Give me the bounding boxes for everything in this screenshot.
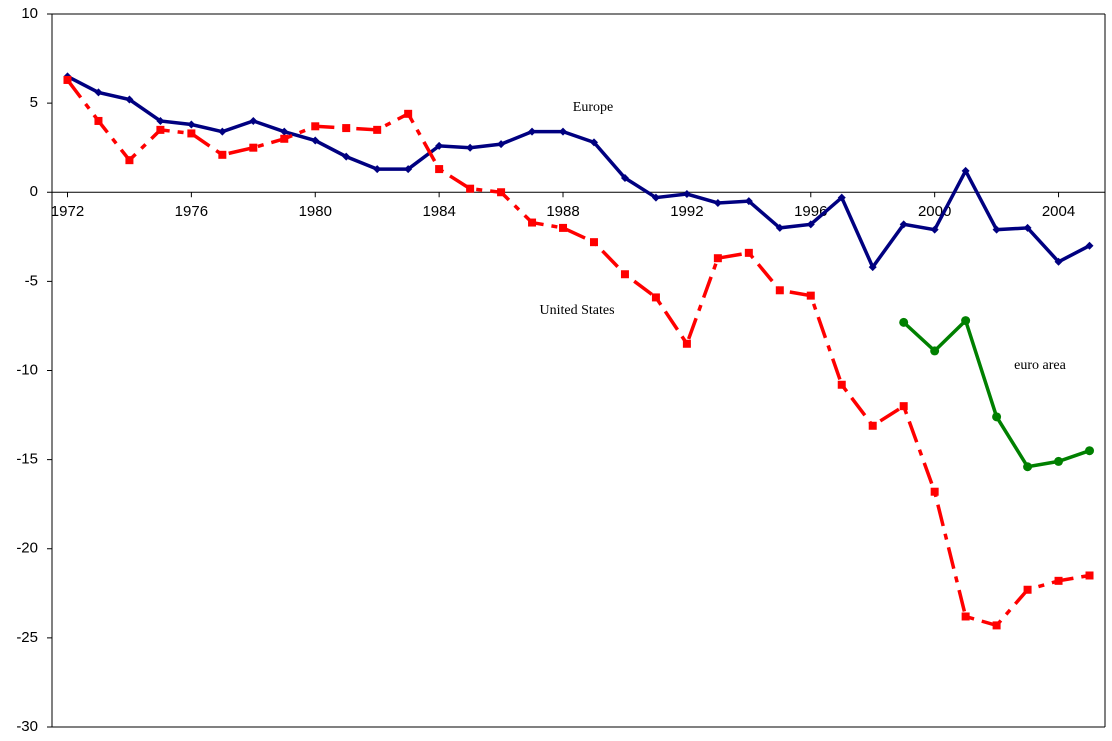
marker (404, 109, 413, 118)
marker (187, 129, 196, 138)
marker (218, 150, 227, 159)
marker (311, 136, 320, 145)
marker (775, 286, 784, 295)
x-tick-label: 1980 (299, 203, 332, 220)
marker (1085, 571, 1094, 580)
marker (682, 339, 691, 348)
marker (280, 134, 289, 143)
y-tick-label: 0 (30, 183, 38, 200)
marker (1023, 462, 1033, 472)
marker (280, 127, 289, 136)
marker (1054, 576, 1063, 585)
series-label: euro area (1014, 358, 1066, 373)
marker (466, 143, 475, 152)
marker (342, 152, 351, 161)
x-tick-label: 1984 (422, 203, 455, 220)
x-tick-label: 2004 (1042, 203, 1075, 220)
marker (744, 248, 753, 257)
series-line (66, 74, 1091, 271)
marker (930, 487, 939, 496)
y-tick-label: -15 (16, 451, 38, 468)
series-label: Europe (573, 100, 613, 115)
marker (744, 197, 753, 206)
marker (249, 116, 258, 125)
marker (806, 220, 815, 229)
marker (868, 421, 877, 430)
x-tick-label: 1996 (794, 203, 827, 220)
marker (713, 198, 722, 207)
series-line (902, 317, 1091, 469)
y-tick-label: -30 (16, 718, 38, 735)
marker (992, 225, 1001, 234)
marker (806, 291, 815, 300)
marker (559, 127, 568, 136)
marker (156, 116, 165, 125)
marker (930, 346, 940, 356)
marker (899, 220, 908, 229)
series-label: United States (539, 303, 614, 318)
marker (94, 88, 103, 97)
marker (404, 165, 413, 174)
marker (435, 165, 444, 174)
marker (466, 184, 475, 193)
marker (94, 116, 103, 125)
marker (125, 95, 134, 104)
marker (651, 193, 660, 202)
marker (435, 141, 444, 150)
marker (218, 127, 227, 136)
marker (651, 293, 660, 302)
series-line (66, 78, 1090, 628)
y-tick-label: 5 (30, 94, 38, 111)
marker (589, 138, 598, 147)
marker (620, 270, 629, 279)
x-tick-label: 1988 (546, 203, 579, 220)
marker (156, 125, 165, 134)
marker (249, 143, 258, 152)
marker (1023, 585, 1032, 594)
marker (187, 120, 196, 129)
marker (373, 125, 382, 134)
marker (1054, 257, 1063, 266)
x-tick-label: 1992 (670, 203, 703, 220)
y-tick-label: 10 (21, 5, 38, 22)
marker (682, 190, 691, 199)
y-tick-label: -10 (16, 361, 38, 378)
marker (559, 223, 568, 232)
marker (961, 612, 970, 621)
y-tick-label: -5 (25, 272, 38, 289)
y-tick-label: -25 (16, 629, 38, 646)
marker (837, 193, 846, 202)
marker (713, 254, 722, 263)
marker (930, 225, 939, 234)
marker (373, 165, 382, 174)
marker (1054, 456, 1064, 466)
marker (899, 402, 908, 411)
marker (992, 621, 1001, 630)
marker (342, 124, 351, 133)
marker (497, 188, 506, 197)
marker (125, 156, 134, 165)
marker (961, 166, 970, 175)
x-tick-label: 1972 (51, 203, 84, 220)
marker (868, 263, 877, 272)
marker (961, 316, 971, 326)
marker (837, 380, 846, 389)
marker (992, 412, 1002, 422)
marker (528, 127, 537, 136)
marker (620, 173, 629, 182)
marker (775, 223, 784, 232)
x-tick-label: 1976 (175, 203, 208, 220)
marker (589, 238, 598, 247)
y-tick-label: -20 (16, 540, 38, 557)
marker (1085, 241, 1094, 250)
marker (1085, 446, 1095, 456)
marker (528, 218, 537, 227)
marker (63, 75, 72, 84)
marker (1023, 223, 1032, 232)
marker (311, 122, 320, 131)
marker (899, 317, 909, 327)
marker (497, 140, 506, 149)
